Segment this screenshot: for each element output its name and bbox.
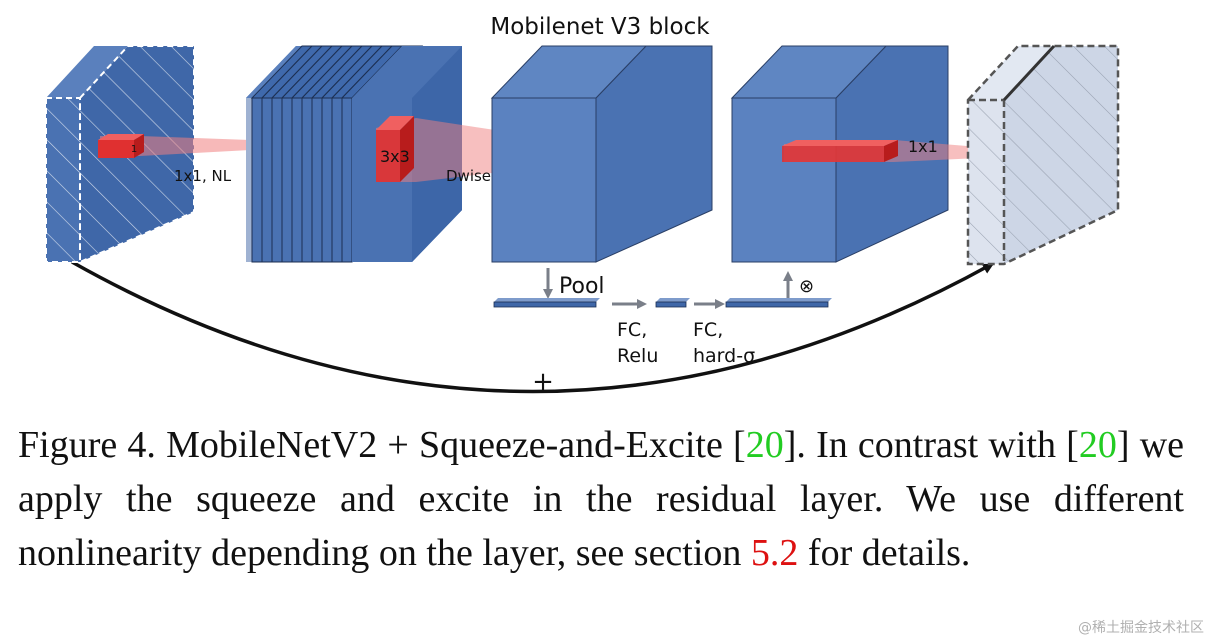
conv1x1-output-label: 1x1: [908, 137, 938, 156]
fc1-label-line1: FC,: [617, 319, 647, 341]
caption-text-4: for details.: [798, 532, 971, 574]
kernel-1x1-projection: [782, 140, 898, 162]
residual-connection-arrow: [71, 260, 995, 394]
caption-text-2: ]. In contrast with [: [783, 424, 1079, 466]
pooled-vector: [493, 298, 600, 308]
multiply-symbol: ⊗: [799, 276, 814, 297]
excitation-vector: [725, 298, 832, 308]
watermark: @稀土掘金技术社区: [1078, 620, 1204, 636]
kernel-3x3: [376, 116, 414, 182]
citation-link-1[interactable]: 20: [745, 424, 784, 466]
conv1x1-nl-label: 1x1, NL: [174, 167, 232, 185]
depthwise-output-tensor: [490, 45, 713, 263]
output-tensor: [966, 44, 1120, 266]
section-reference-link[interactable]: 5.2: [750, 532, 799, 574]
kernel-size-small-label: 1: [131, 144, 137, 155]
fc2-label-line1: FC,: [693, 319, 723, 341]
pool-label: Pool: [559, 274, 605, 299]
kernel-1x1-input: [98, 134, 144, 158]
squeezed-vector: [655, 298, 690, 308]
figure-caption: Figure 4. MobileNetV2 + Squeeze-and-Exci…: [18, 418, 1184, 580]
caption-text-1: Figure 4. MobileNetV2 + Squeeze-and-Exci…: [18, 424, 746, 466]
diagram-title: Mobilenet V3 block: [490, 14, 710, 40]
mobilenet-v3-block-diagram: Mobilenet V3 block + 1 1x1, NL: [45, 14, 1120, 397]
kernel-3x3-label: 3x3: [380, 147, 410, 166]
caption-text-3: ] we apply the squeeze and excite in the…: [18, 424, 1185, 574]
citation-link-2[interactable]: 20: [1078, 424, 1117, 466]
fc2-label-line2: hard-σ: [693, 345, 755, 367]
add-symbol: +: [532, 367, 554, 397]
expanded-tensor: [246, 45, 462, 263]
fc1-label-line2: Relu: [617, 345, 658, 367]
